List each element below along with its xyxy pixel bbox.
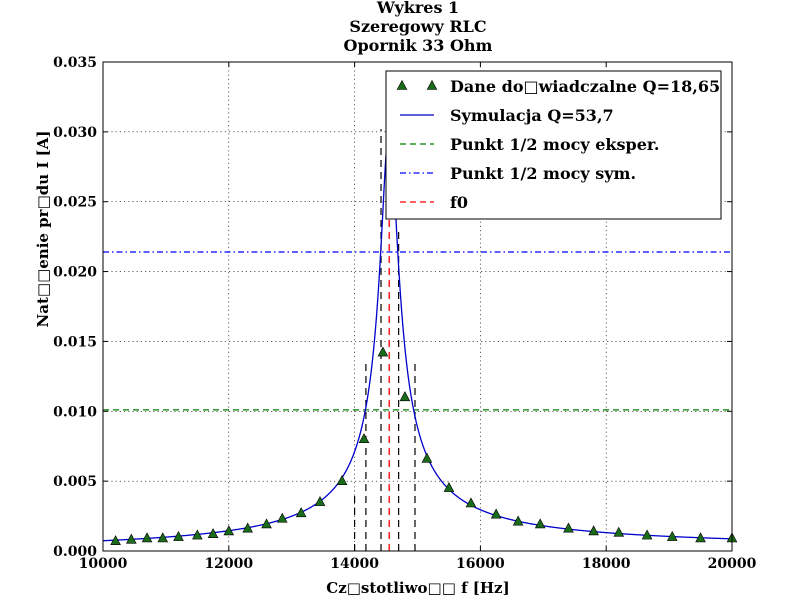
- legend-marker-triangle: [396, 79, 408, 90]
- data-point-triangle: [421, 452, 433, 463]
- data-point-triangle: [141, 532, 153, 543]
- legend-entry-label: Punkt 1/2 mocy sym.: [450, 164, 636, 183]
- data-point-triangle: [276, 512, 288, 523]
- y-axis-label: Nat□□enie pr□du I [A]: [34, 131, 52, 328]
- legend-entry-label: Punkt 1/2 mocy eksper.: [450, 135, 659, 154]
- data-point-triangle: [377, 346, 389, 357]
- legend-marker-triangle: [426, 79, 438, 90]
- data-point-triangle: [336, 475, 348, 485]
- legend-entry-label: Dane do□wiadczalne Q=18,65: [450, 77, 720, 96]
- data-point-triangle: [588, 525, 599, 536]
- plot-area: [103, 126, 738, 551]
- data-point-triangle: [207, 528, 219, 539]
- data-point-triangle: [110, 535, 121, 546]
- data-point-triangle: [157, 532, 169, 543]
- x-tick-label: 16000: [456, 556, 505, 572]
- simulation-curve: [103, 126, 732, 542]
- x-tick-label: 12000: [204, 556, 253, 572]
- x-tick-label: 14000: [330, 556, 379, 572]
- data-point-triangle: [666, 530, 678, 541]
- data-point-triangle: [223, 525, 235, 536]
- chart-title-line-2: Szeregowy RLC: [349, 17, 486, 36]
- x-tick-label: 10000: [79, 556, 128, 572]
- x-tick-label: 18000: [582, 556, 631, 572]
- data-point-triangle: [613, 526, 625, 537]
- y-tick-label: 0.035: [53, 55, 97, 71]
- data-point-triangle: [242, 522, 253, 533]
- axis-ticks: 10000 12000 14000 16000 18000 20000 0.000 0.005…: [53, 55, 756, 572]
- chart-title-line-3: Opornik 33 Ohm: [344, 36, 493, 55]
- x-axis-label: Cz□stotliwo□□ f [Hz]: [326, 579, 509, 597]
- data-point-triangle: [641, 529, 653, 540]
- data-point-triangle: [534, 518, 546, 529]
- y-tick-label: 0.020: [53, 265, 97, 281]
- data-point-triangle: [295, 507, 307, 518]
- data-point-triangle: [314, 495, 326, 506]
- y-tick-label: 0.000: [53, 544, 97, 560]
- legend-entry-label: Symulacja Q=53,7: [450, 106, 614, 125]
- x-tick-label: 20000: [708, 556, 757, 572]
- y-tick-label: 0.005: [53, 474, 97, 490]
- data-point-triangle: [261, 518, 272, 529]
- data-point-triangle: [465, 497, 477, 508]
- legend-box: [385, 70, 722, 220]
- chart-title: Wykres 1 Szeregowy RLC Opornik 33 Ohm: [344, 0, 493, 55]
- data-point-triangle: [443, 481, 455, 492]
- data-point-triangle: [563, 522, 574, 533]
- grid-lines: [103, 62, 732, 551]
- data-point-triangle: [490, 508, 502, 519]
- y-tick-label: 0.015: [53, 334, 97, 350]
- data-point-triangle: [126, 533, 137, 544]
- legend: Dane do□wiadczalne Q=18,65 Symulacja Q=53…: [385, 70, 722, 220]
- y-tick-label: 0.030: [53, 125, 97, 141]
- data-point-triangle: [173, 530, 184, 541]
- plot-frame: [102, 61, 733, 552]
- data-point-triangle: [695, 532, 706, 543]
- chart-title-line-1: Wykres 1: [376, 0, 459, 17]
- data-point-triangle: [358, 433, 370, 444]
- data-point-triangle: [512, 515, 524, 526]
- legend-entry-label: f0: [450, 193, 468, 212]
- y-tick-label: 0.025: [53, 195, 97, 211]
- y-tick-label: 0.010: [53, 404, 97, 420]
- data-point-triangle: [399, 391, 411, 402]
- data-point-triangle: [192, 529, 203, 540]
